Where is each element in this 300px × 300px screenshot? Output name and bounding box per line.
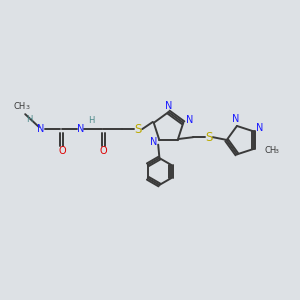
Text: N: N (165, 101, 172, 111)
Text: N: N (186, 115, 193, 125)
Text: CH: CH (265, 146, 277, 155)
Text: N: N (77, 124, 84, 134)
Text: H: H (88, 116, 94, 124)
Text: O: O (99, 146, 107, 156)
Text: CH: CH (14, 102, 26, 111)
Text: O: O (58, 146, 66, 156)
Text: H: H (26, 115, 33, 124)
Text: S: S (134, 123, 142, 136)
Text: N: N (150, 137, 157, 147)
Text: N: N (256, 123, 263, 134)
Text: S: S (205, 131, 212, 144)
Text: 3: 3 (26, 105, 30, 110)
Text: N: N (37, 124, 45, 134)
Text: 3: 3 (274, 149, 278, 154)
Text: N: N (232, 114, 240, 124)
